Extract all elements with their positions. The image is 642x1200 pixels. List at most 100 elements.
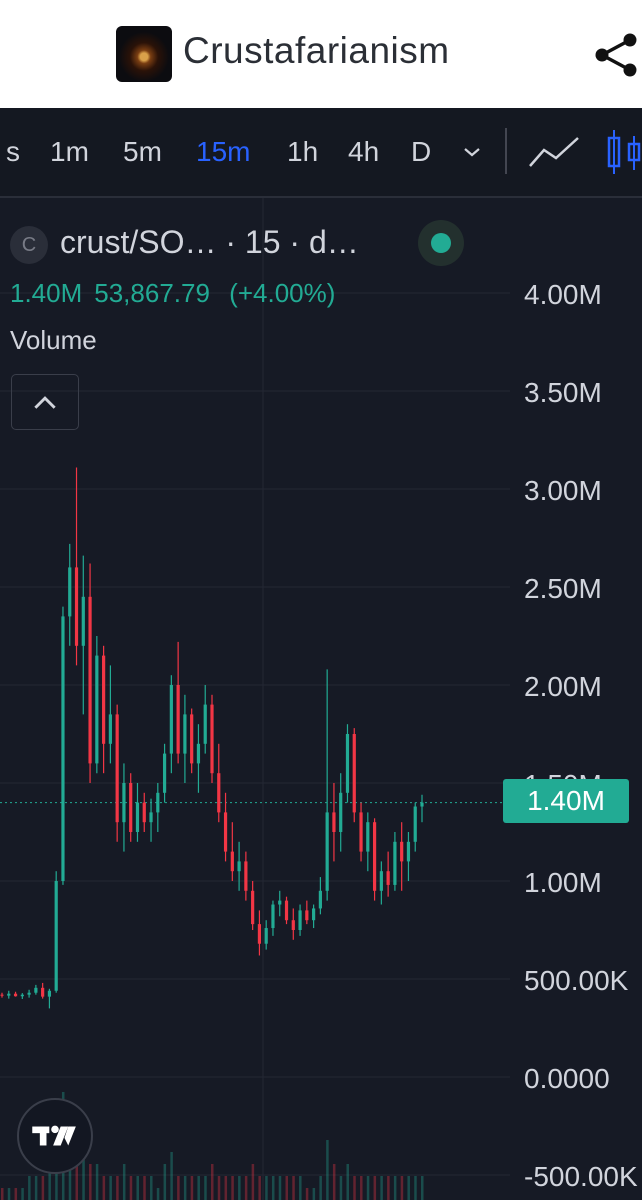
volume-bar <box>312 1188 316 1200</box>
volume-bar <box>1 1188 4 1200</box>
y-tick-label: 4.00M <box>524 279 602 310</box>
candle-body <box>278 900 282 905</box>
candle-body <box>156 792 160 813</box>
volume-bar <box>353 1176 356 1200</box>
timeframe-d[interactable]: D <box>411 136 432 167</box>
candle-body <box>81 596 85 646</box>
app-header <box>0 0 642 108</box>
volume-bar <box>197 1176 200 1200</box>
volume-bar <box>95 1164 99 1200</box>
line-chart-icon[interactable] <box>528 134 580 170</box>
candle-body <box>230 851 234 872</box>
candle-body <box>420 802 424 807</box>
volume-bar <box>163 1164 167 1200</box>
tradingview-logo-icon[interactable] <box>17 1098 93 1174</box>
candle-body <box>54 881 58 991</box>
volume-bar <box>393 1176 397 1200</box>
volume-bar <box>292 1176 295 1200</box>
timeframe-15m[interactable]: 15m <box>196 136 251 167</box>
candle-body <box>352 734 356 813</box>
symbol-name: crust/SO… <box>60 224 217 260</box>
candle-body <box>122 783 126 823</box>
timeframe-4h[interactable]: 4h <box>348 136 380 167</box>
volume-bar <box>150 1176 153 1200</box>
volume-bar <box>346 1164 349 1200</box>
candle-body <box>95 655 99 764</box>
candle-body <box>379 871 383 891</box>
candle-body <box>264 928 268 944</box>
candle-body <box>305 910 309 921</box>
timeframe-1m[interactable]: 1m <box>50 136 89 167</box>
volume-bar <box>407 1176 410 1200</box>
volume-bar <box>224 1176 228 1200</box>
y-tick-label: -500.00K <box>524 1161 638 1192</box>
volume-bar <box>89 1164 92 1200</box>
candle-body <box>291 920 295 930</box>
volume-bar <box>190 1176 194 1200</box>
timeframe-5m[interactable]: 5m <box>123 136 162 167</box>
y-tick-label: 2.00M <box>524 671 602 702</box>
chevron-down-icon[interactable] <box>460 140 484 164</box>
candle-body <box>13 993 18 997</box>
volume-bar <box>265 1176 268 1200</box>
candle-body <box>162 753 167 793</box>
y-tick-label: 2.50M <box>524 573 602 604</box>
volume-bar <box>21 1188 24 1200</box>
candle-body <box>169 685 173 754</box>
volume-bar <box>421 1176 424 1200</box>
candle-body <box>27 992 31 995</box>
candle-body <box>284 900 289 921</box>
candle-body <box>217 773 221 813</box>
candle-body <box>372 822 377 891</box>
volume-bar <box>170 1152 173 1200</box>
last-value: 1.40M <box>10 278 83 308</box>
volume-bar <box>217 1176 221 1200</box>
y-tick-label: 1.00M <box>524 867 602 898</box>
collapse-legend-button[interactable] <box>11 374 79 430</box>
volume-bar <box>366 1176 370 1200</box>
timeframe-s[interactable]: s <box>6 136 20 167</box>
candle-body <box>0 994 4 996</box>
volume-bar <box>332 1164 336 1200</box>
volume-bar <box>102 1176 106 1200</box>
share-icon[interactable] <box>592 30 640 80</box>
candle-body <box>366 822 370 852</box>
market-status-dot <box>418 220 464 266</box>
volume-bar <box>278 1176 282 1200</box>
candle-body <box>251 890 255 925</box>
volume-bar <box>373 1176 377 1200</box>
candle-body <box>400 841 404 862</box>
volume-bar <box>109 1176 112 1200</box>
candle-body <box>406 841 411 862</box>
candle-body <box>7 993 11 996</box>
candlestick-chart-icon[interactable] <box>604 128 642 176</box>
candle-body <box>318 890 322 909</box>
y-tick-label: 3.50M <box>524 377 602 408</box>
volume-bar <box>271 1176 275 1200</box>
volume-bar <box>122 1164 126 1200</box>
candle-body <box>393 841 397 885</box>
volume-bar <box>75 1152 79 1200</box>
volume-bar <box>143 1176 146 1200</box>
candle-body <box>108 714 112 744</box>
timeframe-toolbar <box>0 108 642 198</box>
candle-body <box>257 924 262 944</box>
volume-bar <box>244 1176 248 1200</box>
candle-body <box>339 792 343 832</box>
symbol-title[interactable]: crust/SO… · 15 · d… <box>60 224 359 261</box>
volume-bar <box>48 1164 51 1200</box>
symbol-avatar: C <box>10 226 48 264</box>
candle-body <box>47 990 52 997</box>
last-price-tag: 1.40M <box>503 779 629 823</box>
timeframe-1h[interactable]: 1h <box>287 136 319 167</box>
candle-body <box>68 567 72 617</box>
candle-body <box>88 596 92 764</box>
volume-bar <box>7 1188 11 1200</box>
volume-bar <box>380 1176 383 1200</box>
y-tick-label: 3.00M <box>524 475 602 506</box>
app-logo-icon <box>116 26 172 82</box>
candle-body <box>413 806 417 842</box>
volume-bar <box>136 1176 139 1200</box>
candle-body <box>183 714 187 754</box>
volume-bar <box>116 1176 119 1200</box>
